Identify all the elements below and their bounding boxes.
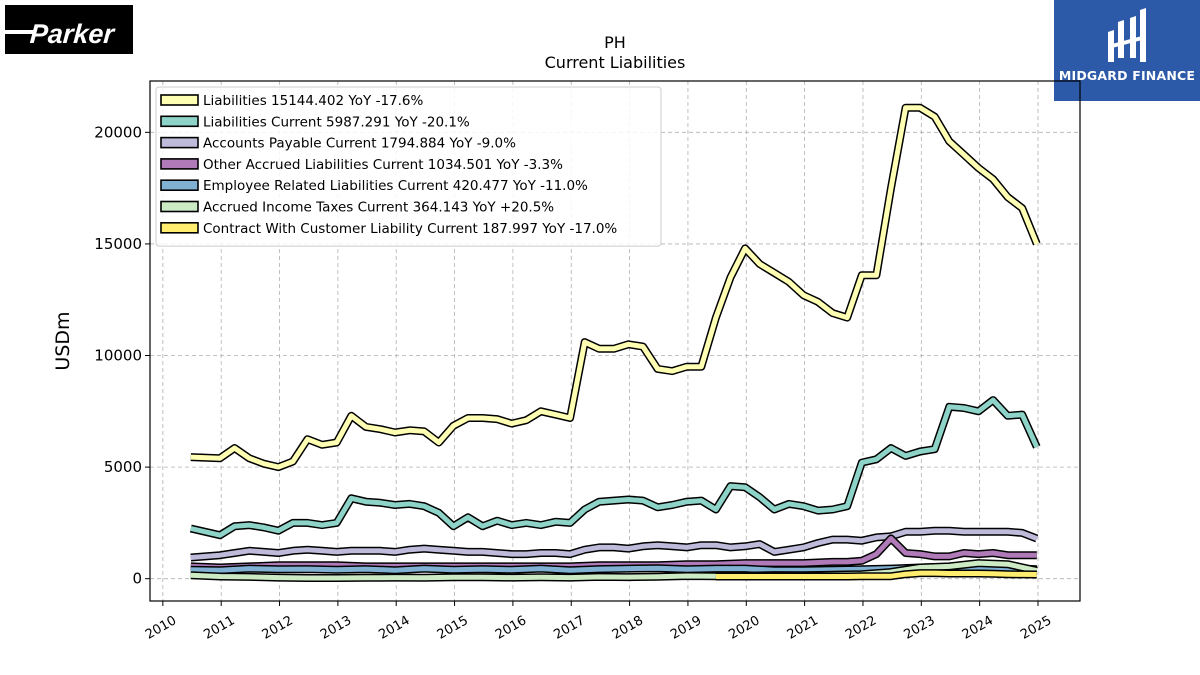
x-tick-label: 2014 (376, 613, 412, 643)
legend-swatch-4 (160, 179, 199, 191)
y-tick-label: 0 (132, 570, 142, 588)
series-line-6 (715, 570, 1037, 579)
midgard-finance-brand: MIDGARD FINANCE (1058, 68, 1196, 83)
y-tick-label: 10000 (94, 347, 142, 365)
series-line-1 (190, 397, 1040, 538)
series-line-5 (190, 560, 1038, 581)
legend-swatch-2 (160, 136, 199, 149)
x-tick-label: 2012 (260, 613, 296, 643)
legend-swatch-5 (160, 200, 199, 213)
x-tick-label: 2010 (143, 613, 179, 643)
chart-subtitle: Current Liabilities (545, 53, 686, 72)
legend: Liabilities 15144.402 YoY -17.6% Liabilit… (155, 86, 662, 247)
plot-frame (149, 80, 1081, 602)
parker-logo-stripe (5, 30, 35, 34)
x-tick-label: 2015 (435, 613, 471, 643)
y-ticks: 0 5000 10000 15000 20000 (94, 123, 150, 588)
legend-swatch-1 (160, 115, 199, 128)
y-tick-label: 5000 (104, 458, 142, 476)
series-outline-1 (189, 396, 1041, 540)
series-lines (189, 103, 1041, 582)
parker-logo: Parker (5, 5, 133, 54)
legend-box (155, 86, 662, 247)
x-tick-label: 2024 (960, 613, 996, 643)
x-tick-label: 2013 (318, 613, 354, 643)
y-tick-label: 15000 (94, 235, 142, 253)
legend-swatch-6 (160, 222, 199, 234)
x-tick-label: 2020 (726, 613, 762, 643)
legend-label-1: Liabilities Current 5987.291 YoY -20.1% (203, 114, 470, 130)
legend-swatch-0 (160, 94, 199, 106)
x-tick-label: 2023 (901, 613, 937, 643)
chart-title: PH (604, 33, 626, 52)
midgard-emblem-icon (1108, 8, 1146, 62)
x-tick-label: 2025 (1018, 613, 1054, 643)
legend-label-3: Other Accrued Liabilities Current 1034.5… (203, 157, 563, 173)
legend-label-2: Accounts Payable Current 1794.884 YoY -9… (203, 136, 516, 152)
x-tick-label: 2021 (785, 613, 821, 643)
x-tick-label: 2011 (201, 613, 237, 643)
legend-label-4: Employee Related Liabilities Current 420… (203, 178, 588, 194)
x-tick-label: 2022 (843, 613, 879, 643)
parker-logo-text: Parker (29, 19, 117, 49)
x-ticks: 2010 2011 2012 2013 2014 2015 2016 2017 2018 2019… (143, 601, 1054, 643)
y-tick-label: 20000 (94, 123, 142, 141)
y-axis-label: USDm (52, 311, 74, 370)
legend-label-0: Liabilities 15144.402 YoY -17.6% (203, 93, 424, 109)
x-tick-label: 2019 (668, 613, 704, 643)
midgard-finance-logo: MIDGARD FINANCE (1054, 0, 1200, 101)
series-line-0 (190, 105, 1040, 470)
x-tick-label: 2016 (493, 613, 529, 643)
series-line-2 (190, 528, 1038, 560)
legend-label-5: Accrued Income Taxes Current 364.143 YoY… (203, 200, 554, 216)
legend-swatch-3 (160, 158, 199, 170)
x-tick-label: 2017 (551, 613, 587, 643)
legend-label-6: Contract With Customer Liability Current… (203, 221, 617, 237)
x-tick-label: 2018 (610, 613, 646, 643)
